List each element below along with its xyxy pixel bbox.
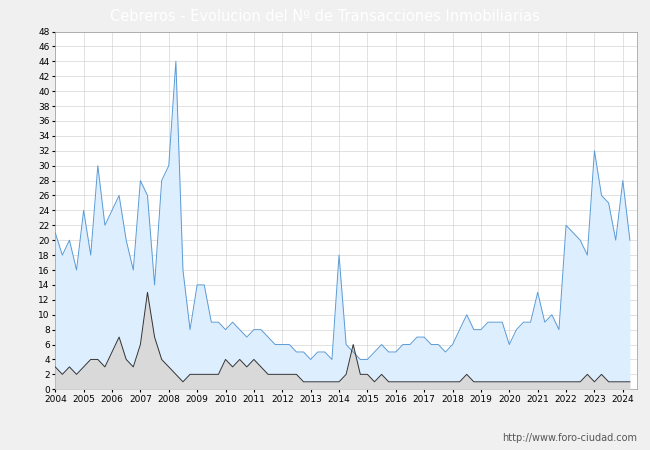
Text: http://www.foro-ciudad.com: http://www.foro-ciudad.com [502,433,637,443]
Text: Cebreros - Evolucion del Nº de Transacciones Inmobiliarias: Cebreros - Evolucion del Nº de Transacci… [110,9,540,24]
